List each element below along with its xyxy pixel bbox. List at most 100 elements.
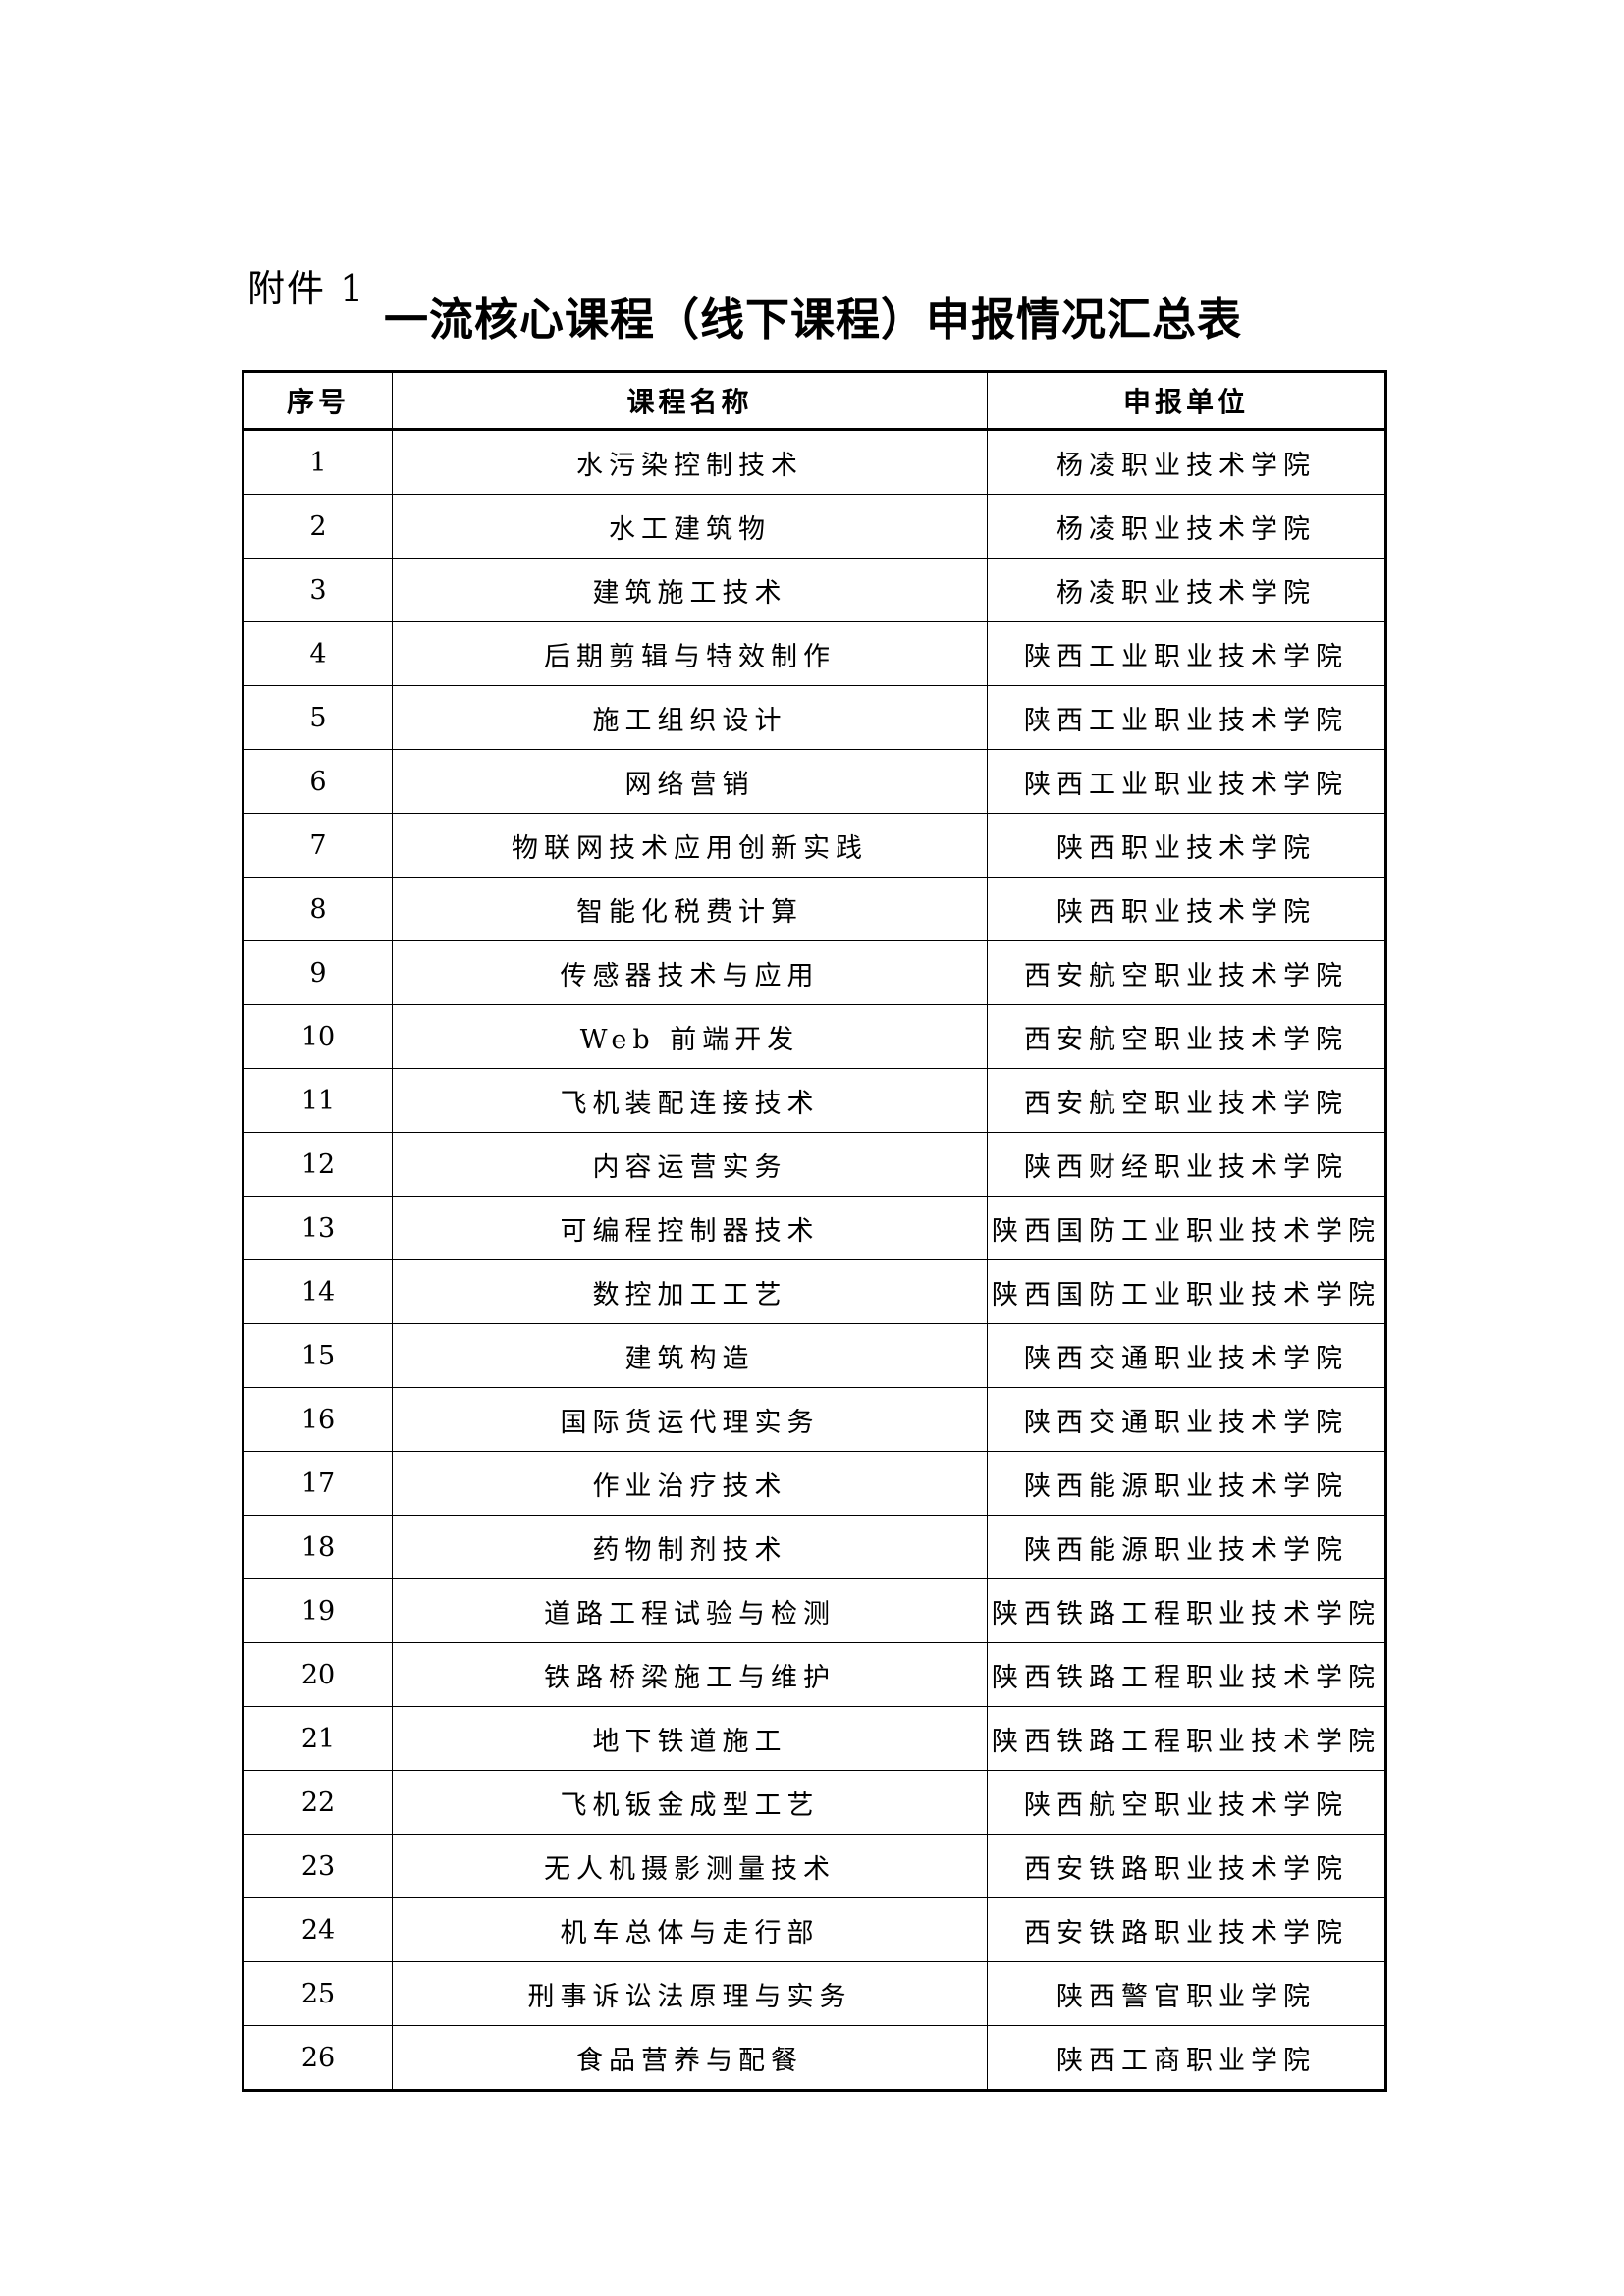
- unit-cell: 陕西工商职业学院: [987, 2025, 1386, 2091]
- unit-cell: 陕西铁路工程职业技术学院: [987, 1706, 1386, 1771]
- row-number-cell: 15: [243, 1323, 393, 1388]
- course-name-cell: 国际货运代理实务: [392, 1387, 988, 1452]
- course-name-cell: 道路工程试验与检测: [392, 1578, 988, 1643]
- row-number-cell: 3: [243, 558, 393, 622]
- table-row: 13 可编程控制器技术 陕西国防工业职业技术学院: [243, 1196, 1386, 1260]
- course-name-cell: 作业治疗技术: [392, 1451, 988, 1516]
- course-name-cell: 水污染控制技术: [392, 429, 988, 495]
- table-row: 24 机车总体与走行部 西安铁路职业技术学院: [243, 1897, 1386, 1962]
- row-number-cell: 12: [243, 1132, 393, 1197]
- unit-cell: 陕西铁路工程职业技术学院: [987, 1642, 1386, 1707]
- table-row: 18 药物制剂技术 陕西能源职业技术学院: [243, 1515, 1386, 1579]
- course-name-cell: 机车总体与走行部: [392, 1897, 988, 1962]
- unit-cell: 西安航空职业技术学院: [987, 940, 1386, 1005]
- table-row: 1 水污染控制技术 杨凌职业技术学院: [243, 429, 1386, 495]
- table-row: 10 Web 前端开发 西安航空职业技术学院: [243, 1004, 1386, 1069]
- course-name-cell: 飞机钣金成型工艺: [392, 1770, 988, 1835]
- course-name-cell: 建筑构造: [392, 1323, 988, 1388]
- row-number-cell: 7: [243, 813, 393, 878]
- table-row: 21 地下铁道施工 陕西铁路工程职业技术学院: [243, 1706, 1386, 1771]
- row-number-cell: 8: [243, 877, 393, 941]
- unit-cell: 陕西工业职业技术学院: [987, 749, 1386, 814]
- course-name-cell: 飞机装配连接技术: [392, 1068, 988, 1133]
- unit-cell: 陕西警官职业学院: [987, 1961, 1386, 2026]
- row-number-cell: 24: [243, 1897, 393, 1962]
- header-cell-number: 序号: [243, 371, 393, 431]
- unit-cell: 杨凌职业技术学院: [987, 494, 1386, 559]
- unit-cell: 陕西铁路工程职业技术学院: [987, 1578, 1386, 1643]
- table-row: 12 内容运营实务 陕西财经职业技术学院: [243, 1132, 1386, 1197]
- course-name-cell: 网络营销: [392, 749, 988, 814]
- unit-cell: 陕西工业职业技术学院: [987, 685, 1386, 750]
- row-number-cell: 4: [243, 621, 393, 686]
- table-row: 20 铁路桥梁施工与维护 陕西铁路工程职业技术学院: [243, 1642, 1386, 1707]
- course-name-cell: 施工组织设计: [392, 685, 988, 750]
- unit-cell: 陕西航空职业技术学院: [987, 1770, 1386, 1835]
- table-row: 7 物联网技术应用创新实践 陕西职业技术学院: [243, 813, 1386, 878]
- row-number-cell: 20: [243, 1642, 393, 1707]
- course-name-cell: 水工建筑物: [392, 494, 988, 559]
- table-row: 17 作业治疗技术 陕西能源职业技术学院: [243, 1451, 1386, 1516]
- row-number-cell: 9: [243, 940, 393, 1005]
- row-number-cell: 1: [243, 429, 393, 495]
- table-row: 6 网络营销 陕西工业职业技术学院: [243, 749, 1386, 814]
- table-body: 1 水污染控制技术 杨凌职业技术学院 2 水工建筑物 杨凌职业技术学院 3 建筑…: [243, 429, 1386, 2091]
- row-number-cell: 17: [243, 1451, 393, 1516]
- unit-cell: 陕西职业技术学院: [987, 813, 1386, 878]
- unit-cell: 陕西职业技术学院: [987, 877, 1386, 941]
- row-number-cell: 25: [243, 1961, 393, 2026]
- header-cell-course: 课程名称: [392, 371, 988, 431]
- summary-table: 序号 课程名称 申报单位 1 水污染控制技术 杨凌职业技术学院 2 水工建筑物 …: [242, 370, 1387, 2092]
- course-name-cell: 刑事诉讼法原理与实务: [392, 1961, 988, 2026]
- unit-cell: 西安航空职业技术学院: [987, 1004, 1386, 1069]
- table-row: 25 刑事诉讼法原理与实务 陕西警官职业学院: [243, 1961, 1386, 2026]
- table-row: 4 后期剪辑与特效制作 陕西工业职业技术学院: [243, 621, 1386, 686]
- row-number-cell: 19: [243, 1578, 393, 1643]
- unit-cell: 陕西能源职业技术学院: [987, 1451, 1386, 1516]
- unit-cell: 西安铁路职业技术学院: [987, 1897, 1386, 1962]
- unit-cell: 西安铁路职业技术学院: [987, 1834, 1386, 1898]
- unit-cell: 陕西国防工业职业技术学院: [987, 1259, 1386, 1324]
- course-name-cell: 铁路桥梁施工与维护: [392, 1642, 988, 1707]
- row-number-cell: 26: [243, 2025, 393, 2091]
- course-name-cell: 物联网技术应用创新实践: [392, 813, 988, 878]
- course-name-cell: 无人机摄影测量技术: [392, 1834, 988, 1898]
- table-row: 8 智能化税费计算 陕西职业技术学院: [243, 877, 1386, 941]
- course-name-cell: 食品营养与配餐: [392, 2025, 988, 2091]
- table-header-row: 序号 课程名称 申报单位: [243, 371, 1386, 431]
- table-row: 5 施工组织设计 陕西工业职业技术学院: [243, 685, 1386, 750]
- unit-cell: 西安航空职业技术学院: [987, 1068, 1386, 1133]
- row-number-cell: 22: [243, 1770, 393, 1835]
- table-row: 26 食品营养与配餐 陕西工商职业学院: [243, 2025, 1386, 2091]
- row-number-cell: 2: [243, 494, 393, 559]
- row-number-cell: 16: [243, 1387, 393, 1452]
- table-row: 19 道路工程试验与检测 陕西铁路工程职业技术学院: [243, 1578, 1386, 1643]
- row-number-cell: 18: [243, 1515, 393, 1579]
- header-cell-unit: 申报单位: [987, 371, 1386, 431]
- course-name-cell: Web 前端开发: [392, 1004, 988, 1069]
- row-number-cell: 6: [243, 749, 393, 814]
- table-row: 11 飞机装配连接技术 西安航空职业技术学院: [243, 1068, 1386, 1133]
- row-number-cell: 11: [243, 1068, 393, 1133]
- table-row: 15 建筑构造 陕西交通职业技术学院: [243, 1323, 1386, 1388]
- course-name-cell: 后期剪辑与特效制作: [392, 621, 988, 686]
- unit-cell: 陕西交通职业技术学院: [987, 1323, 1386, 1388]
- table-row: 9 传感器技术与应用 西安航空职业技术学院: [243, 940, 1386, 1005]
- course-name-cell: 数控加工工艺: [392, 1259, 988, 1324]
- course-name-cell: 药物制剂技术: [392, 1515, 988, 1579]
- unit-cell: 陕西能源职业技术学院: [987, 1515, 1386, 1579]
- row-number-cell: 5: [243, 685, 393, 750]
- table-row: 22 飞机钣金成型工艺 陕西航空职业技术学院: [243, 1770, 1386, 1835]
- row-number-cell: 13: [243, 1196, 393, 1260]
- unit-cell: 陕西交通职业技术学院: [987, 1387, 1386, 1452]
- row-number-cell: 14: [243, 1259, 393, 1324]
- course-name-cell: 建筑施工技术: [392, 558, 988, 622]
- table-row: 2 水工建筑物 杨凌职业技术学院: [243, 494, 1386, 559]
- row-number-cell: 21: [243, 1706, 393, 1771]
- unit-cell: 陕西工业职业技术学院: [987, 621, 1386, 686]
- unit-cell: 陕西财经职业技术学院: [987, 1132, 1386, 1197]
- table-row: 16 国际货运代理实务 陕西交通职业技术学院: [243, 1387, 1386, 1452]
- course-name-cell: 地下铁道施工: [392, 1706, 988, 1771]
- page-title: 一流核心课程（线下课程）申报情况汇总表: [383, 294, 1242, 346]
